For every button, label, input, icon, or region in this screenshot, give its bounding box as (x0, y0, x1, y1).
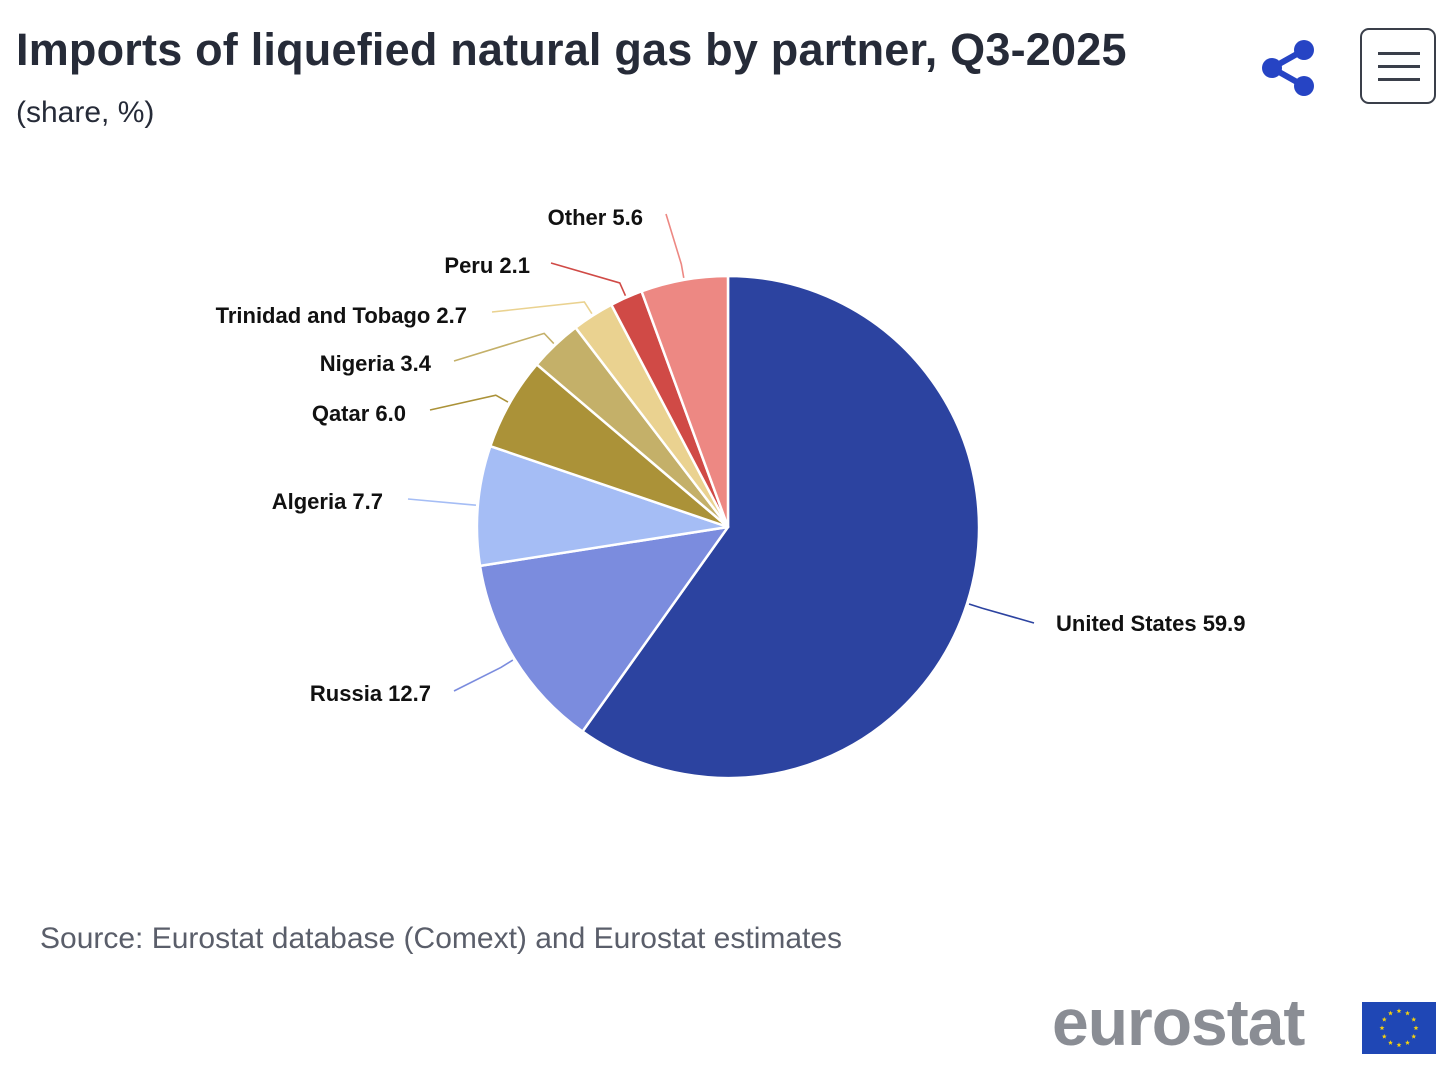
eurostat-logo[interactable]: eurostat (1052, 985, 1442, 1062)
pie-slice-other[interactable] (640, 274, 730, 529)
chart-subtitle: (share, %) (16, 96, 155, 129)
connector-line (550, 262, 627, 297)
connector-line (968, 603, 1035, 624)
pie-slice-algeria[interactable] (475, 444, 730, 568)
data-label: Other 5.6 (548, 205, 643, 230)
connector-line (407, 498, 477, 506)
connector-line (453, 659, 514, 692)
menu-button[interactable] (1360, 28, 1436, 104)
data-label: Trinidad and Tobago 2.7 (216, 303, 467, 328)
connector-line (429, 394, 509, 411)
hamburger-menu-icon (1378, 52, 1420, 55)
data-label: United States 59.9 (1056, 611, 1246, 636)
eu-flag-icon (1362, 1002, 1436, 1054)
data-label: Qatar 6.0 (312, 401, 406, 426)
pie-slice-russia[interactable] (478, 525, 730, 733)
share-icon (1262, 40, 1314, 96)
share-button[interactable] (1258, 36, 1324, 102)
source-note: Source: Eurostat database (Comext) and E… (40, 922, 843, 955)
logo-text: eurostat (1052, 985, 1305, 1059)
data-label: Algeria 7.7 (272, 489, 383, 514)
pie-chart: United States 59.9 Russia 12.7 Algeria 7.7… (216, 205, 1246, 780)
pie-slice-united-states[interactable] (581, 274, 981, 780)
connector-line (491, 301, 593, 315)
connector-line (665, 213, 685, 279)
data-label: Peru 2.1 (444, 253, 530, 278)
connector-line (453, 332, 555, 362)
chart-title: Imports of liquefied natural gas by part… (16, 24, 1127, 75)
data-label: Nigeria 3.4 (320, 351, 432, 376)
data-label: Russia 12.7 (310, 681, 431, 706)
